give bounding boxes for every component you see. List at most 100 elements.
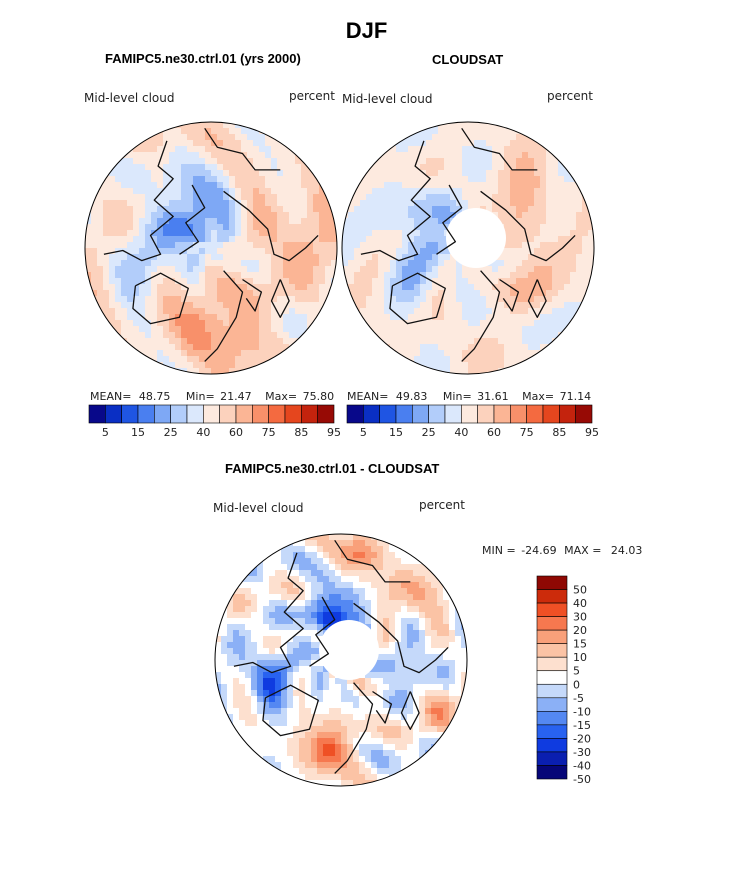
colorbar-tick-label: 60 (487, 426, 501, 439)
diff-map-border (214, 533, 468, 787)
colorbar-tick-label: -40 (573, 759, 591, 772)
colorbar-tick-label: 40 (454, 426, 468, 439)
colorbar-swatch (536, 643, 568, 658)
colorbar-swatch (536, 697, 568, 712)
model-coastlines (103, 127, 319, 362)
model-panel-title: FAMIPC5.ne30.ctrl.01 (yrs 2000) (105, 51, 301, 66)
colorbar-swatch (301, 404, 318, 424)
colorbar-swatch (412, 404, 429, 424)
colorbar-tick-label: 50 (573, 584, 587, 597)
obs-polar-map (341, 121, 595, 375)
obs-units-label: percent (547, 89, 593, 103)
model-colorbar: 5 15 25 40 60 75 85 95 (88, 404, 341, 439)
colorbar-swatch (363, 404, 380, 424)
obs-field-label: Mid-level cloud (342, 92, 433, 106)
colorbar-swatch (536, 670, 568, 685)
diff-panel-title: FAMIPC5.ne30.ctrl.01 - CLOUDSAT (225, 461, 440, 476)
diff-max-label: MAX = (564, 544, 602, 557)
colorbar-swatch (536, 616, 568, 631)
colorbar-swatch (559, 404, 576, 424)
obs-panel-title: CLOUDSAT (432, 52, 504, 67)
diff-polar-map (214, 533, 468, 787)
colorbar-swatch (88, 404, 106, 424)
colorbar-swatch (536, 711, 568, 726)
obs-min-label: Min= (442, 390, 472, 403)
colorbar-tick-label: -50 (573, 773, 591, 786)
colorbar-swatch (536, 629, 568, 644)
obs-stats: MEAN= 49.83 Min= 31.61 Max= 71.14 (347, 390, 591, 403)
colorbar-swatch (575, 404, 593, 424)
model-min-label: Min= (185, 390, 215, 403)
colorbar-swatch (536, 724, 568, 739)
colorbar-swatch (121, 404, 139, 424)
colorbar-swatch (461, 404, 478, 424)
model-units-label: percent (289, 89, 335, 103)
diff-units-label: percent (419, 498, 465, 512)
diff-min-value: -24.69 (521, 544, 557, 557)
colorbar-swatch (536, 738, 568, 753)
colorbar-swatch (346, 404, 364, 424)
colorbar-swatch (477, 404, 495, 424)
colorbar-tick-label: 15 (573, 638, 587, 651)
colorbar-swatch (235, 404, 253, 424)
model-mean-value: 48.75 (138, 390, 171, 403)
colorbars-layer: 5 15 25 40 60 75 85 95 5 15 25 40 60 75 85 955040302015… (88, 404, 599, 786)
figure-title: DJF (345, 18, 388, 43)
colorbar-tick-label: 95 (327, 426, 341, 439)
colorbar-swatch (526, 404, 544, 424)
colorbar-tick-label: 15 (131, 426, 145, 439)
colorbar-swatch (284, 404, 302, 424)
colorbar-tick-label: 0 (573, 678, 580, 691)
diff-field-label: Mid-level cloud (213, 501, 304, 515)
colorbar-tick-label: -5 (573, 692, 584, 705)
colorbar-tick-label: 40 (196, 426, 210, 439)
colorbar-tick-label: 75 (520, 426, 534, 439)
colorbar-swatch (170, 404, 188, 424)
colorbar-tick-label: 85 (294, 426, 308, 439)
model-field-label: Mid-level cloud (84, 91, 175, 105)
colorbar-swatch (154, 404, 171, 424)
colorbar-tick-label: 30 (573, 611, 587, 624)
colorbar-tick-label: 75 (262, 426, 276, 439)
colorbar-tick-label: 25 (422, 426, 436, 439)
colorbar-tick-label: 85 (552, 426, 566, 439)
colorbar-tick-label: 25 (164, 426, 178, 439)
colorbar-tick-label: 95 (585, 426, 599, 439)
colorbar-swatch (536, 602, 568, 617)
colorbar-tick-label: 15 (389, 426, 403, 439)
colorbar-tick-label: 5 (360, 426, 367, 439)
colorbar-swatch (203, 404, 220, 424)
diff-coastlines (233, 539, 449, 774)
colorbar-swatch (395, 404, 413, 424)
model-stats: MEAN= 48.75 Min= 21.47 Max= 75.80 (90, 390, 334, 403)
diff-missing-pole (319, 620, 379, 680)
colorbar-tick-label: 60 (229, 426, 243, 439)
colorbar-tick-label: 10 (573, 651, 587, 664)
diff-stats: MIN = -24.69 MAX = 24.03 (482, 544, 642, 557)
colorbar-tick-label: -10 (573, 705, 591, 718)
colorbar-swatch (186, 404, 204, 424)
colorbar-swatch (542, 404, 560, 424)
obs-max-label: Max= (522, 390, 555, 403)
colorbar-tick-label: -30 (573, 746, 591, 759)
colorbar-swatch (317, 404, 335, 424)
model-contour-field (85, 122, 337, 374)
obs-mean-value: 49.83 (395, 390, 428, 403)
model-map-border (84, 121, 338, 375)
colorbar-swatch (536, 765, 568, 780)
model-max-label: Max= (265, 390, 298, 403)
colorbar-swatch (536, 751, 568, 766)
colorbar-tick-label: 5 (102, 426, 109, 439)
colorbar-swatch (379, 404, 397, 424)
obs-map-border (341, 121, 595, 375)
colorbar-swatch (536, 589, 568, 604)
model-min-value: 21.47 (220, 390, 252, 403)
colorbar-tick-label: 40 (573, 597, 587, 610)
obs-max-value: 71.14 (559, 390, 592, 403)
colorbar-swatch (137, 404, 155, 424)
obs-min-value: 31.61 (477, 390, 509, 403)
colorbar-swatch (268, 404, 286, 424)
colorbar-swatch (444, 404, 462, 424)
model-mean-label: MEAN= (90, 390, 132, 403)
